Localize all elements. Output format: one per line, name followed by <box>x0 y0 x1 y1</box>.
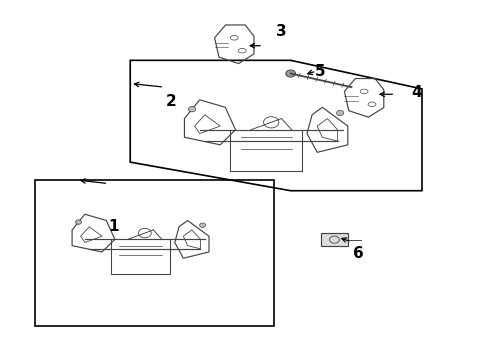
Circle shape <box>336 110 343 116</box>
Circle shape <box>285 70 295 77</box>
Bar <box>35 180 273 327</box>
Text: 4: 4 <box>411 85 422 100</box>
Bar <box>320 233 347 246</box>
Text: 3: 3 <box>275 24 285 39</box>
Text: 1: 1 <box>108 219 118 234</box>
Circle shape <box>75 220 81 224</box>
Text: 2: 2 <box>166 94 177 109</box>
Circle shape <box>188 107 195 112</box>
Text: 6: 6 <box>353 246 364 261</box>
Circle shape <box>199 223 205 228</box>
Text: 5: 5 <box>314 64 325 78</box>
